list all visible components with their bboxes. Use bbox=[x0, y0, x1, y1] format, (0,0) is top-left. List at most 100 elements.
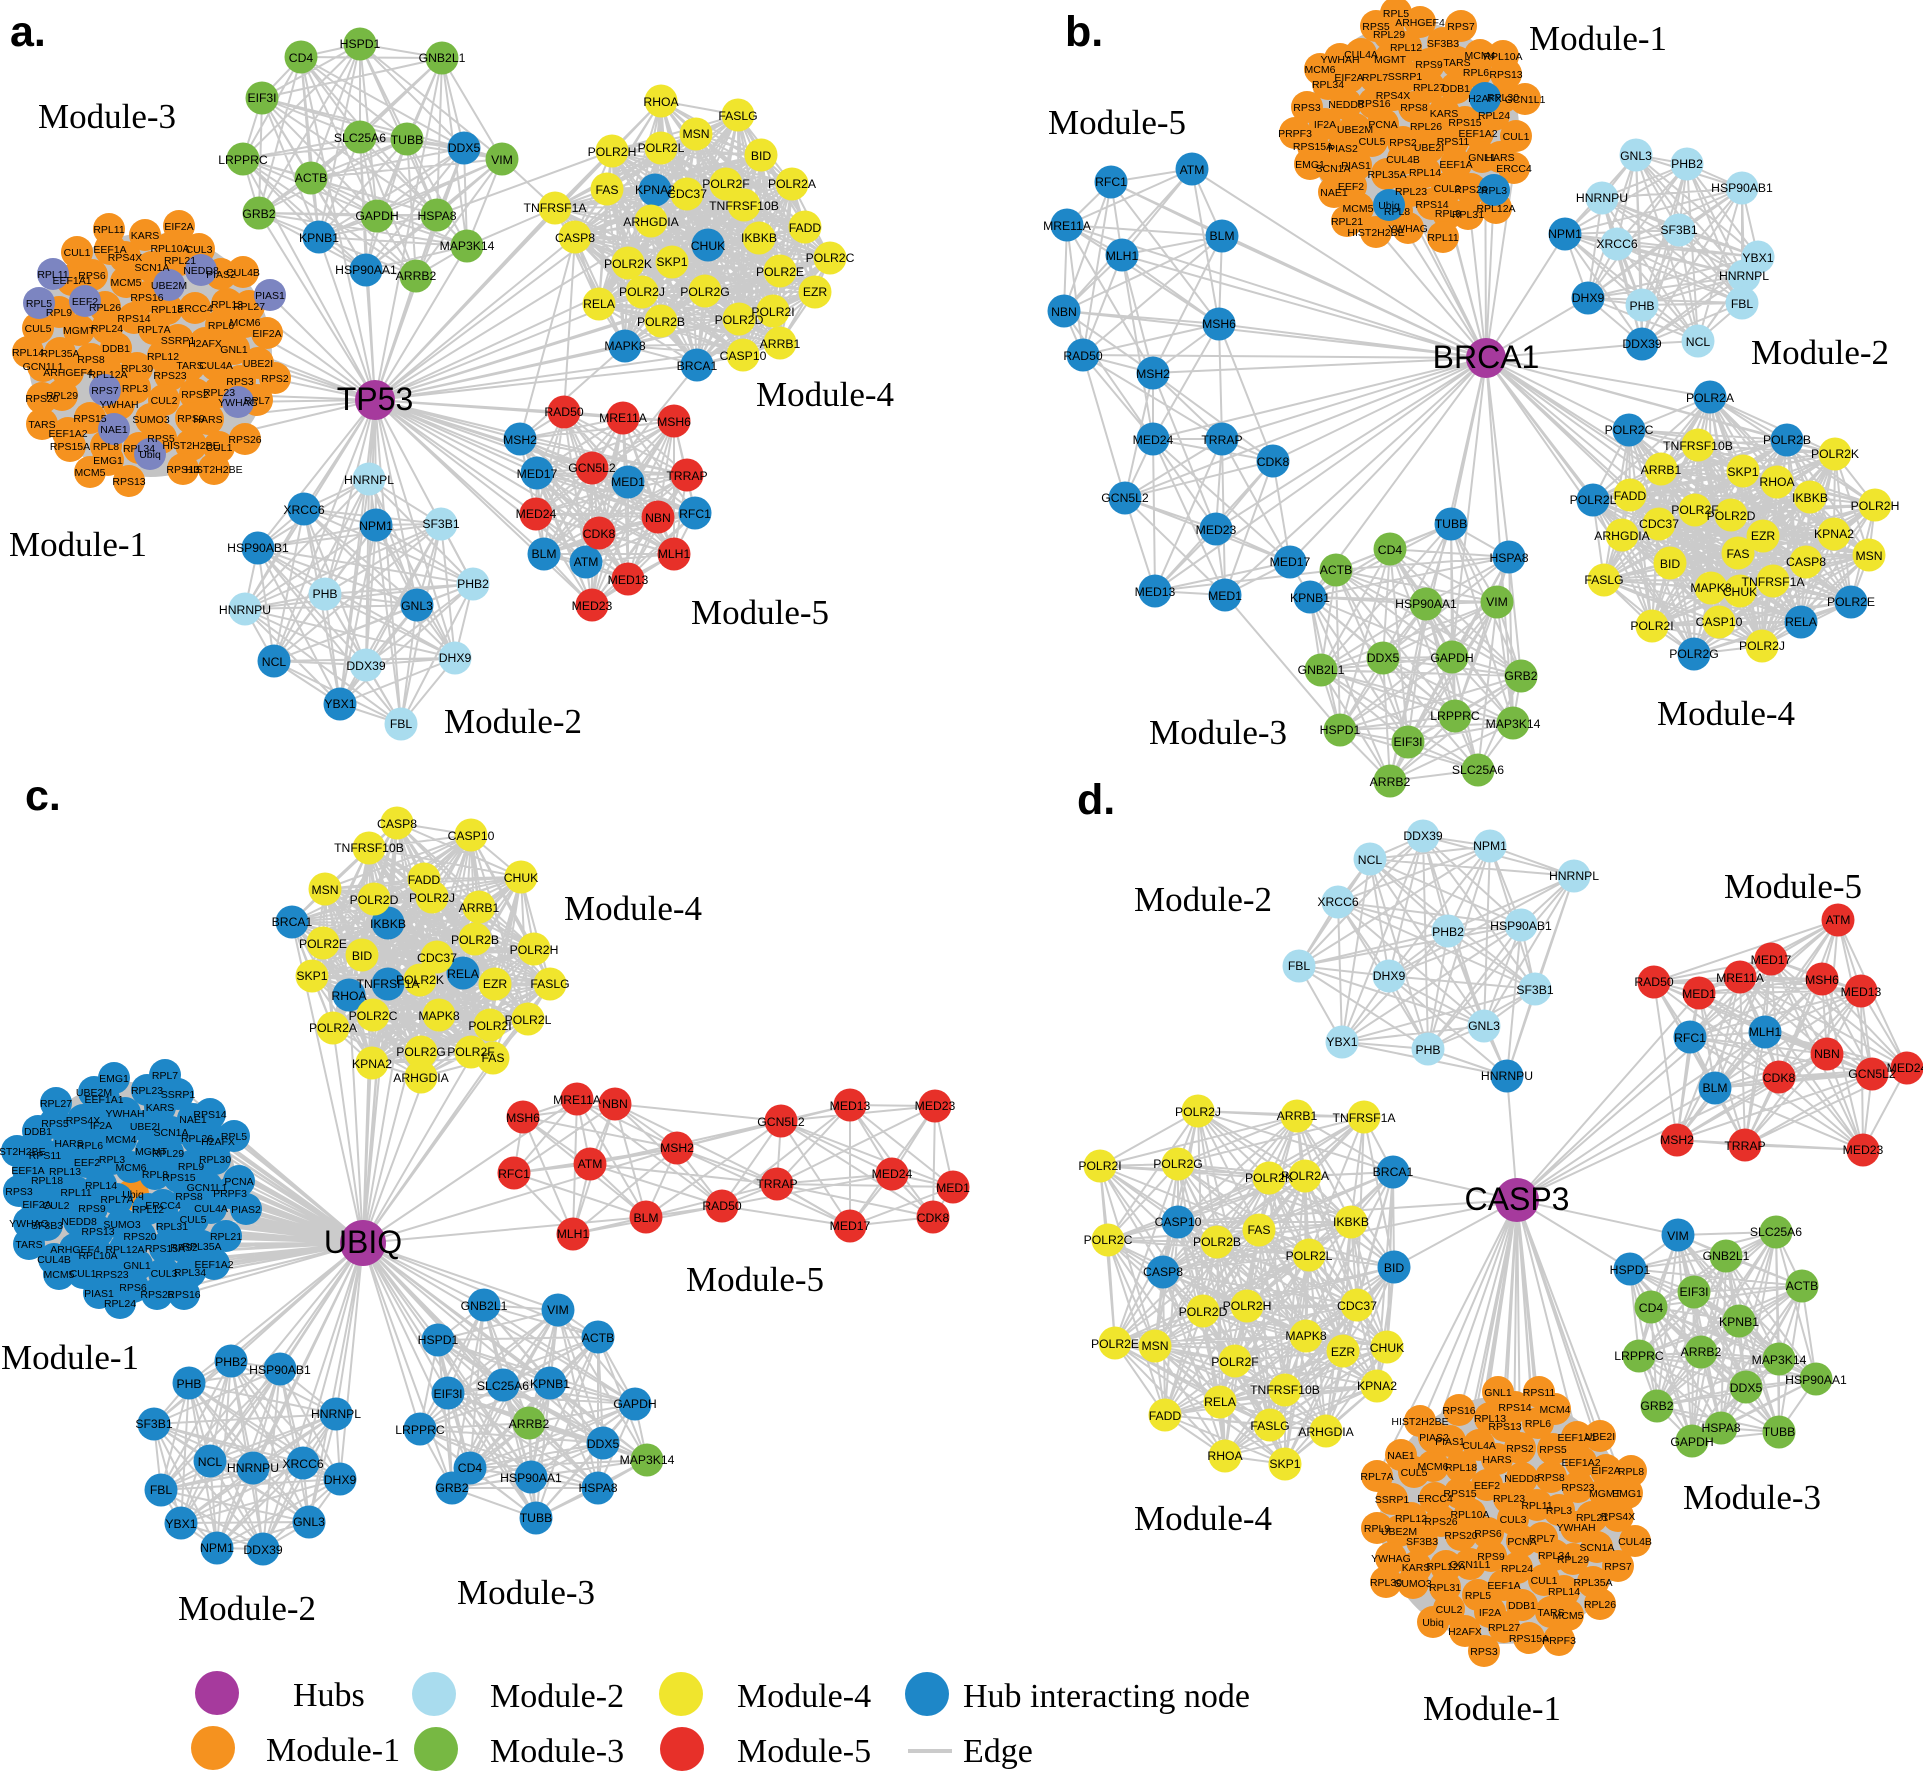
svg-text:RFC1: RFC1 bbox=[498, 1167, 530, 1181]
svg-text:HIST2H2BE: HIST2H2BE bbox=[1391, 1416, 1448, 1428]
svg-text:POLR2L: POLR2L bbox=[505, 1013, 552, 1027]
svg-text:SSRP1: SSRP1 bbox=[1375, 1494, 1410, 1506]
svg-text:LRPPRC: LRPPRC bbox=[395, 1423, 445, 1437]
svg-text:KPNA2: KPNA2 bbox=[1814, 527, 1854, 541]
svg-text:BRCA1: BRCA1 bbox=[1373, 1165, 1414, 1179]
svg-text:CUL4B: CUL4B bbox=[1386, 154, 1420, 166]
svg-text:MCM5: MCM5 bbox=[44, 1269, 75, 1281]
svg-text:FADD: FADD bbox=[1614, 489, 1647, 503]
svg-text:RPL30: RPL30 bbox=[1370, 1577, 1402, 1589]
svg-text:RPL12A: RPL12A bbox=[1426, 1561, 1465, 1573]
svg-text:RAD50: RAD50 bbox=[544, 405, 584, 419]
svg-text:RPL29: RPL29 bbox=[1557, 1554, 1589, 1566]
svg-text:RPS8: RPS8 bbox=[1400, 102, 1428, 114]
svg-text:RPS7: RPS7 bbox=[1604, 1561, 1632, 1573]
svg-text:GCN5L2: GCN5L2 bbox=[757, 1115, 805, 1129]
svg-text:UBE2M: UBE2M bbox=[1337, 124, 1373, 136]
svg-text:ACTB: ACTB bbox=[1320, 563, 1353, 577]
svg-text:HARS: HARS bbox=[193, 414, 222, 426]
svg-text:PHB2: PHB2 bbox=[457, 577, 489, 591]
svg-text:CASP8: CASP8 bbox=[1786, 555, 1826, 569]
svg-text:EIF2A: EIF2A bbox=[252, 328, 281, 340]
svg-text:EEF1A: EEF1A bbox=[93, 244, 126, 256]
svg-text:MLH1: MLH1 bbox=[1106, 249, 1139, 263]
svg-text:RPL24: RPL24 bbox=[1501, 1563, 1533, 1575]
svg-text:DDB1: DDB1 bbox=[102, 343, 130, 355]
svg-text:KPNB1: KPNB1 bbox=[1719, 1315, 1759, 1329]
svg-text:RPL7: RPL7 bbox=[1362, 72, 1388, 84]
svg-text:MGMT: MGMT bbox=[1374, 54, 1407, 66]
svg-text:RAD50: RAD50 bbox=[1063, 349, 1103, 363]
svg-text:MCM5: MCM5 bbox=[1343, 203, 1374, 215]
svg-text:POLR2H: POLR2H bbox=[510, 943, 559, 957]
svg-text:POLR2H: POLR2H bbox=[588, 145, 637, 159]
svg-text:MSH2: MSH2 bbox=[503, 433, 537, 447]
svg-text:MED23: MED23 bbox=[572, 599, 613, 613]
svg-text:Module-2: Module-2 bbox=[490, 1678, 624, 1715]
svg-text:DHX9: DHX9 bbox=[1572, 291, 1605, 305]
svg-text:GNB2L1: GNB2L1 bbox=[419, 51, 466, 65]
svg-text:RPS3: RPS3 bbox=[1470, 1646, 1498, 1658]
svg-text:ARRB2: ARRB2 bbox=[509, 1417, 550, 1431]
svg-text:FAS: FAS bbox=[1247, 1223, 1270, 1237]
svg-text:MSH2: MSH2 bbox=[1136, 367, 1170, 381]
svg-text:RPS13: RPS13 bbox=[112, 476, 145, 488]
svg-text:TRRAP: TRRAP bbox=[1201, 433, 1242, 447]
svg-text:POLR2H: POLR2H bbox=[1223, 1299, 1272, 1313]
svg-text:CASP8: CASP8 bbox=[377, 817, 417, 831]
svg-text:YWHAG: YWHAG bbox=[1371, 1553, 1411, 1565]
svg-text:FAS: FAS bbox=[595, 183, 618, 197]
svg-text:MAP3K14: MAP3K14 bbox=[1752, 1353, 1807, 1367]
svg-text:HSP90AA1: HSP90AA1 bbox=[1395, 597, 1457, 611]
svg-text:FASLG: FASLG bbox=[718, 109, 757, 123]
svg-text:POLR2H: POLR2H bbox=[1851, 499, 1900, 513]
svg-text:HIST2H2BE: HIST2H2BE bbox=[1347, 227, 1404, 239]
svg-text:FASLG: FASLG bbox=[1250, 1419, 1289, 1433]
svg-text:Module-4: Module-4 bbox=[1657, 694, 1795, 733]
svg-text:RHOA: RHOA bbox=[1207, 1449, 1243, 1463]
svg-text:MED17: MED17 bbox=[1270, 555, 1311, 569]
svg-text:GRB2: GRB2 bbox=[435, 1481, 468, 1495]
svg-text:d.: d. bbox=[1077, 776, 1115, 824]
svg-text:KPNB1: KPNB1 bbox=[299, 231, 339, 245]
svg-text:CDC37: CDC37 bbox=[1337, 1299, 1377, 1313]
svg-text:MED1: MED1 bbox=[1208, 589, 1242, 603]
svg-text:ARHGDIA: ARHGDIA bbox=[1594, 529, 1650, 543]
svg-text:RELA: RELA bbox=[583, 297, 616, 311]
svg-text:TUBB: TUBB bbox=[391, 133, 424, 147]
svg-text:MSN: MSN bbox=[682, 127, 709, 141]
svg-text:GRB2: GRB2 bbox=[1640, 1399, 1673, 1413]
svg-text:RPL8: RPL8 bbox=[1384, 206, 1410, 218]
svg-text:LRPPRC: LRPPRC bbox=[1430, 709, 1480, 723]
svg-text:Module-4: Module-4 bbox=[737, 1678, 871, 1715]
svg-text:RPL11: RPL11 bbox=[93, 224, 124, 236]
svg-text:RPL13: RPL13 bbox=[1474, 1413, 1506, 1425]
svg-text:CDC37: CDC37 bbox=[417, 951, 457, 965]
svg-text:MLH1: MLH1 bbox=[658, 547, 691, 561]
svg-text:MGMT: MGMT bbox=[63, 325, 96, 337]
svg-text:CDK8: CDK8 bbox=[1257, 455, 1290, 469]
svg-text:DDX5: DDX5 bbox=[587, 1437, 620, 1451]
svg-text:RELA: RELA bbox=[1204, 1395, 1237, 1409]
svg-text:ERCC4: ERCC4 bbox=[1417, 1493, 1453, 1505]
svg-text:TP53: TP53 bbox=[337, 381, 413, 417]
svg-text:POLR2G: POLR2G bbox=[396, 1045, 445, 1059]
svg-text:POLR2F: POLR2F bbox=[702, 177, 749, 191]
svg-text:SKP1: SKP1 bbox=[656, 255, 687, 269]
svg-text:FBL: FBL bbox=[1288, 959, 1311, 973]
svg-text:RPL7A: RPL7A bbox=[1360, 1471, 1393, 1483]
svg-text:HIST2H2BE: HIST2H2BE bbox=[0, 1146, 46, 1158]
svg-text:ARRB1: ARRB1 bbox=[1641, 463, 1682, 477]
svg-text:NEDD8: NEDD8 bbox=[1328, 99, 1364, 111]
svg-text:RPL21: RPL21 bbox=[210, 1231, 242, 1243]
svg-text:GAPDH: GAPDH bbox=[1430, 651, 1473, 665]
svg-text:RPS23: RPS23 bbox=[95, 1269, 128, 1281]
svg-text:RPS7: RPS7 bbox=[1447, 21, 1475, 33]
svg-text:NPM1: NPM1 bbox=[359, 519, 393, 533]
svg-text:Edge: Edge bbox=[963, 1733, 1033, 1770]
svg-text:KPNB1: KPNB1 bbox=[1290, 591, 1330, 605]
svg-text:RPS6: RPS6 bbox=[1474, 1528, 1502, 1540]
svg-text:RPL6: RPL6 bbox=[1525, 1418, 1551, 1430]
svg-text:RPL14: RPL14 bbox=[1409, 167, 1441, 179]
svg-text:RPS20: RPS20 bbox=[1444, 1530, 1477, 1542]
